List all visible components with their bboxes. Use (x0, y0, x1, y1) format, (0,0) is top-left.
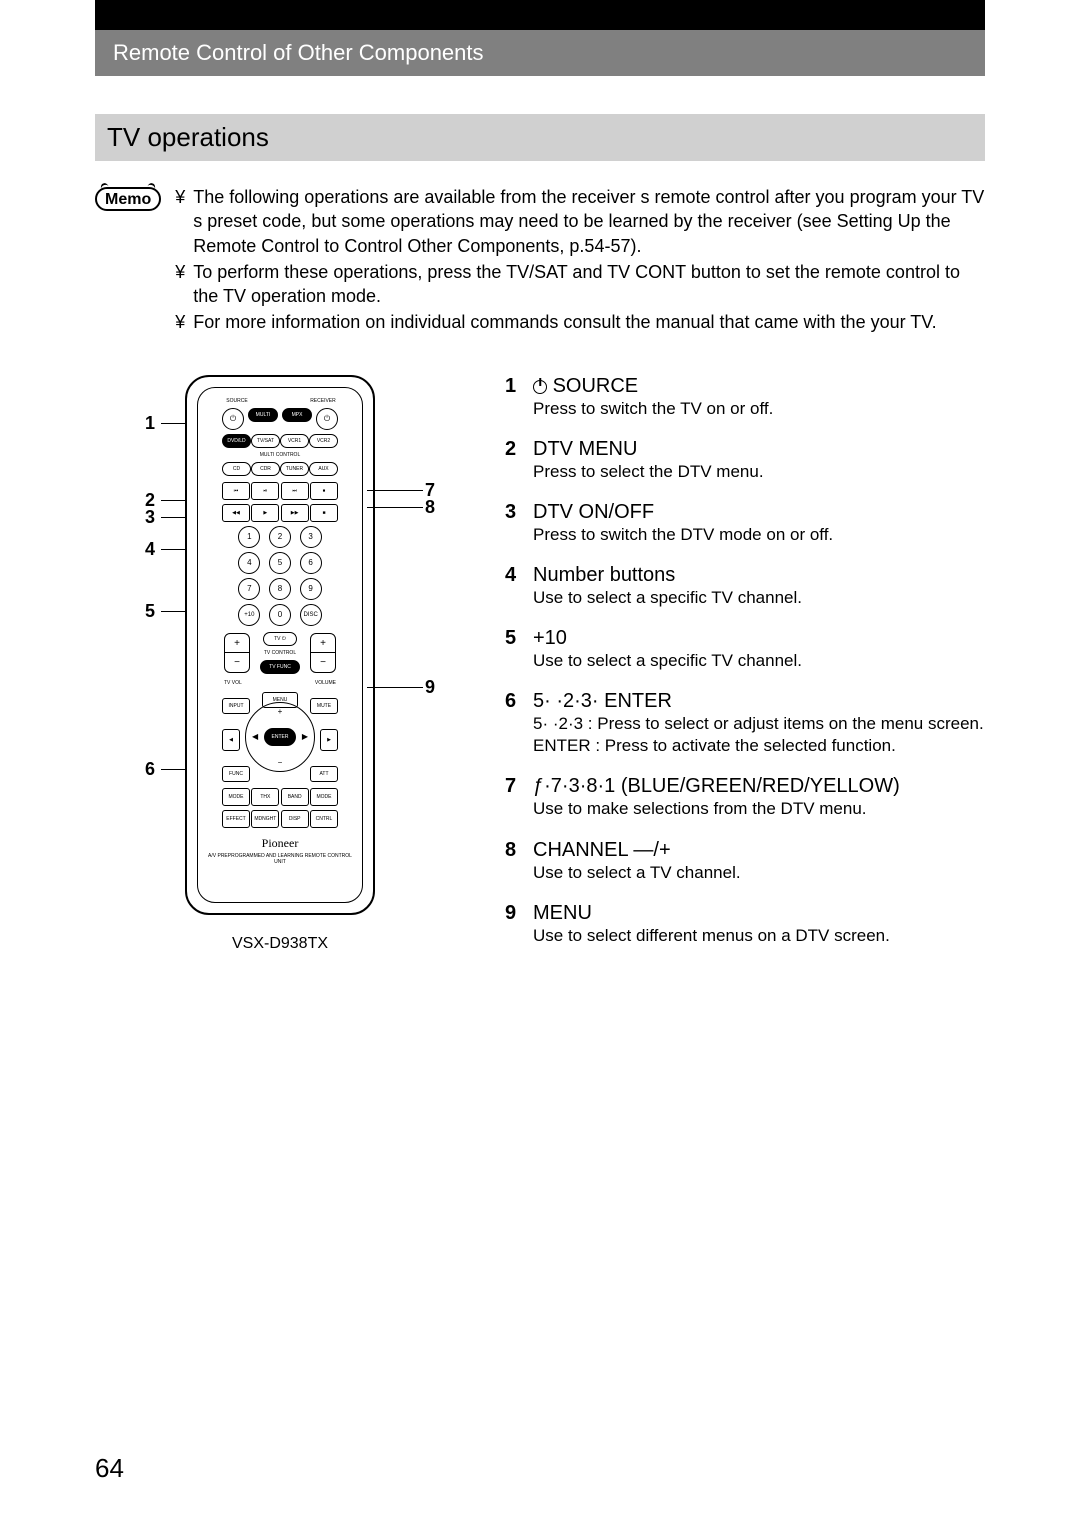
description-item: 65· ·2·3· ENTER5· ·2·3 : Press to select… (505, 690, 985, 757)
memo-badge: Memo (95, 187, 161, 211)
memo-bullet: ¥The following operations are available … (175, 185, 985, 258)
page-number: 64 (95, 1453, 124, 1484)
chapter-header: Remote Control of Other Components (95, 30, 985, 76)
model-label: VSX-D938TX (95, 935, 465, 953)
description-item: 5+10Use to select a specific TV channel. (505, 627, 985, 672)
callout-number: 6 (145, 759, 155, 780)
top-black-bar (95, 0, 985, 30)
description-item: 2DTV MENUPress to select the DTV menu. (505, 438, 985, 483)
remote-subtext: A/V PREPROGRAMMED AND LEARNING REMOTE CO… (204, 853, 356, 865)
description-item: 8CHANNEL —/+Use to select a TV channel. (505, 839, 985, 884)
callout-number: 3 (145, 507, 155, 528)
callout-number: 4 (145, 539, 155, 560)
memo-block: Memo ¥The following operations are avail… (95, 185, 985, 337)
memo-bullet: ¥To perform these operations, press the … (175, 260, 985, 309)
memo-list: ¥The following operations are available … (175, 185, 985, 337)
description-item: 4Number buttonsUse to select a specific … (505, 564, 985, 609)
brand-label: Pioneer (204, 836, 356, 851)
remote-diagram: SOURCE RECEIVER ⏻ MULTI MPX ⏻ DVD/LDTV/S… (185, 375, 375, 915)
description-item: 7ƒ·7·3·8·1 (BLUE/GREEN/RED/YELLOW)Use to… (505, 775, 985, 820)
description-item: 1 SOURCEPress to switch the TV on or off… (505, 375, 985, 420)
description-item: 3DTV ON/OFFPress to switch the DTV mode … (505, 501, 985, 546)
power-icon (533, 380, 547, 394)
callout-number: 9 (425, 677, 435, 698)
content-row: 123456 SOURCE RECEIVER ⏻ MULTI MPX ⏻ DVD… (95, 375, 985, 965)
description-item: 9MENUUse to select different menus on a … (505, 902, 985, 947)
callout-number: 5 (145, 601, 155, 622)
callout-number: 8 (425, 497, 435, 518)
remote-column: 123456 SOURCE RECEIVER ⏻ MULTI MPX ⏻ DVD… (95, 375, 465, 965)
memo-bullet: ¥For more information on individual comm… (175, 310, 985, 334)
descriptions-column: 1 SOURCEPress to switch the TV on or off… (505, 375, 985, 965)
section-title: TV operations (95, 114, 985, 161)
callout-number: 1 (145, 413, 155, 434)
